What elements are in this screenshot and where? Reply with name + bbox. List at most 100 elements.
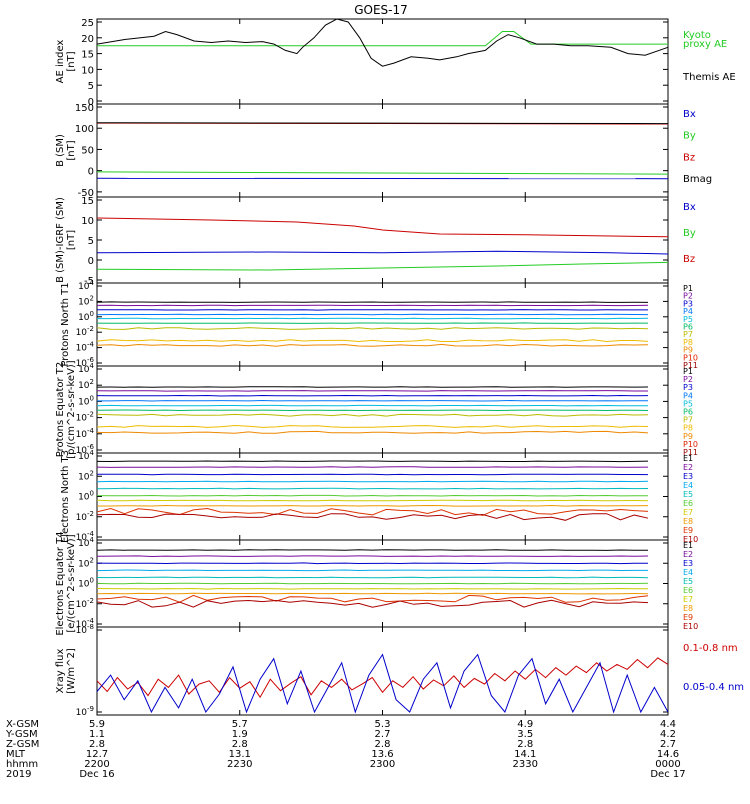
y-axis-label: [e/(cm^2-s-sr-keV)]	[66, 534, 77, 632]
y-tick-label: 102	[78, 469, 94, 482]
chart-title: GOES-17	[354, 3, 408, 17]
legend-label-e9: E9	[683, 526, 693, 535]
y-axis-label: [W/m^2]	[66, 648, 77, 694]
footer-value: Dec 17	[650, 769, 685, 780]
series-line-e7	[97, 589, 648, 590]
series-line-e4	[97, 570, 648, 571]
y-axis-label: [nT]	[66, 51, 77, 71]
y-tick-label: 0	[88, 167, 94, 178]
y-axis-label: B (SM)-IGRF (SM)	[55, 197, 66, 283]
y-tick-label: 10-2	[76, 411, 94, 424]
footer-row-label: 2019	[6, 769, 31, 780]
footer-value: 2300	[370, 759, 395, 770]
series-line-e8	[97, 593, 648, 594]
y-axis-label: B (SM)	[55, 134, 66, 167]
panel-frame	[97, 19, 668, 104]
series-line-e5	[97, 577, 648, 578]
series-line-p1	[97, 302, 648, 303]
y-axis-label: [p/(cm^2-s-sr-keV)]	[66, 360, 77, 459]
legend-label: 0.05-0.4 nm	[683, 682, 744, 693]
y-tick-label: 102	[78, 378, 94, 391]
footer-value: Dec 16	[79, 769, 114, 780]
legend-label-e5: E5	[683, 577, 693, 586]
y-tick-label: 10-2	[76, 597, 94, 610]
series-line-e2	[97, 556, 648, 557]
y-tick-label: 25	[81, 18, 94, 29]
y-axis-label: Protons North T1	[60, 282, 71, 366]
legend-label-e4: E4	[683, 568, 693, 577]
legend-label-e7: E7	[683, 595, 693, 604]
series-line-e7	[97, 500, 648, 501]
series-line-p9	[97, 344, 648, 346]
series-line-e8	[97, 506, 648, 507]
y-axis-label: Xray flux	[55, 649, 66, 694]
series-line-e3	[97, 474, 648, 475]
y-axis-label: Electrons Equator T4	[55, 531, 66, 635]
y-tick-label: 102	[78, 294, 94, 307]
legend-label: Bz	[683, 152, 695, 163]
series-line-e5	[97, 488, 648, 489]
legend-label-e3: E3	[683, 559, 693, 568]
legend-label-e7: E7	[683, 508, 693, 517]
y-axis-label: [nT]	[66, 140, 77, 160]
legend-label: Bmag	[683, 174, 712, 185]
y-tick-label: 100	[78, 310, 94, 323]
series-line-e6	[97, 495, 648, 496]
y-tick-label: 150	[75, 103, 94, 114]
legend-label-e6: E6	[683, 586, 693, 595]
series-line-by	[97, 172, 668, 174]
series-line-e3	[97, 563, 648, 564]
legend-label: Bz	[683, 254, 695, 265]
y-tick-label: 10-2	[76, 325, 94, 338]
y-axis-label: Protons Equator T2	[55, 362, 66, 458]
series-line-p8	[97, 426, 648, 428]
series-line-e1	[97, 550, 648, 551]
legend-label-e8: E8	[683, 517, 693, 526]
y-tick-label: 20	[81, 34, 94, 45]
y-tick-label: 10	[81, 216, 94, 227]
footer-value: 2330	[513, 759, 538, 770]
series-line-0-1-0-8-nm	[97, 658, 668, 697]
series-line-e2	[97, 467, 648, 468]
series-line-bz	[97, 218, 668, 237]
y-axis-label: AE index	[55, 40, 66, 84]
series-line-by	[97, 262, 668, 270]
series-line-kyoto-proxy-ae	[97, 32, 668, 46]
y-tick-label: 5	[88, 81, 94, 92]
series-line-bx	[97, 251, 668, 254]
legend-label-e1: E1	[683, 454, 693, 463]
legend-label-e2: E2	[683, 550, 693, 559]
footer-value: 2230	[227, 759, 252, 770]
legend-label: Themis AE	[682, 72, 736, 83]
legend-label-e10: E10	[683, 622, 698, 631]
legend-label: Bx	[683, 202, 696, 213]
y-tick-label: 0	[88, 256, 94, 267]
y-tick-label: 100	[78, 490, 94, 503]
y-tick-label: 100	[75, 124, 94, 135]
legend-label-e2: E2	[683, 463, 693, 472]
y-tick-label: 10-2	[76, 510, 94, 523]
series-line-e6	[97, 583, 648, 584]
series-line-p4	[97, 401, 648, 402]
series-line-p5	[97, 405, 648, 406]
panel-frame	[97, 627, 668, 715]
y-tick-label: 100	[78, 394, 94, 407]
series-line-p3	[97, 310, 648, 311]
y-axis-label: Electrons North T3	[60, 450, 71, 543]
panel-frame	[97, 283, 668, 366]
legend-label-e3: E3	[683, 472, 693, 481]
legend-label: 0.1-0.8 nm	[683, 643, 738, 654]
legend-label: proxy AE	[683, 39, 727, 50]
y-tick-label: 5	[88, 236, 94, 247]
y-tick-label: 15	[81, 196, 94, 207]
